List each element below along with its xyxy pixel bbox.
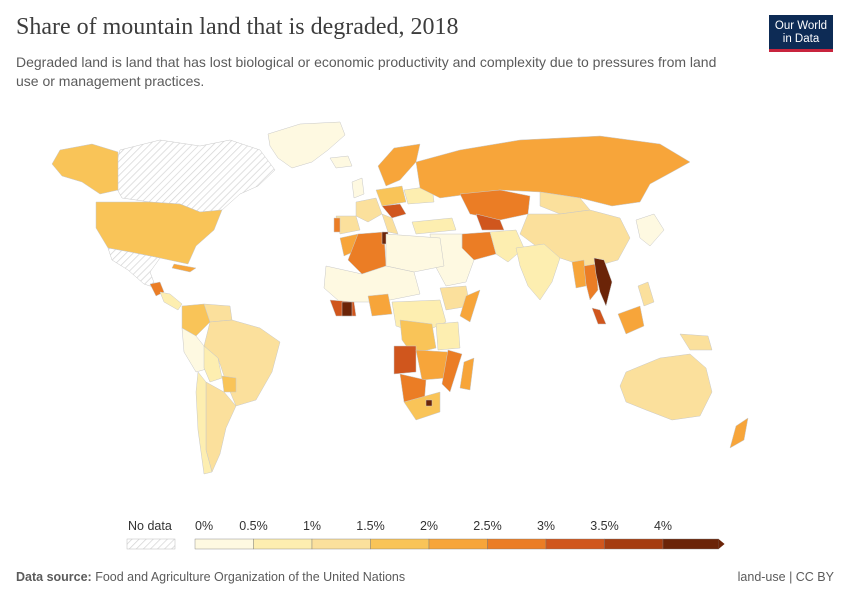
- license-text[interactable]: land-use | CC BY: [737, 570, 834, 584]
- legend-tick-label: 1.5%: [356, 519, 385, 533]
- world-map: [0, 110, 850, 510]
- greenland[interactable]: [267, 121, 346, 169]
- central-america[interactable]: [159, 291, 183, 311]
- legend-bin[interactable]: [604, 538, 664, 550]
- russia[interactable]: [415, 135, 691, 207]
- legend-bin[interactable]: [487, 538, 547, 550]
- france[interactable]: [355, 197, 383, 223]
- madagascar[interactable]: [459, 357, 475, 391]
- myanmar[interactable]: [571, 259, 587, 289]
- malaysia[interactable]: [591, 307, 607, 325]
- cuba[interactable]: [171, 263, 197, 273]
- legend-bin[interactable]: [370, 538, 430, 550]
- papua[interactable]: [679, 333, 713, 351]
- source-text[interactable]: Food and Agriculture Organization of the…: [95, 570, 406, 584]
- legend-no-data-swatch: [126, 538, 176, 550]
- chart-subtitle: Degraded land is land that has lost biol…: [16, 54, 717, 89]
- south-africa[interactable]: [403, 391, 441, 421]
- legend-tick-label: 0.5%: [239, 519, 268, 533]
- somalia[interactable]: [459, 289, 481, 323]
- legend-tick-label: 1%: [303, 519, 321, 533]
- legend-tick-label: 2.5%: [473, 519, 502, 533]
- legend-bin[interactable]: [662, 538, 719, 550]
- legend-bin[interactable]: [194, 538, 254, 550]
- owid-logo[interactable]: Our World in Data: [769, 15, 833, 52]
- central-asia-stans[interactable]: [475, 213, 505, 231]
- legend-tick-label: 0%: [195, 519, 213, 533]
- legend-bin[interactable]: [311, 538, 371, 550]
- australia[interactable]: [619, 353, 713, 421]
- china[interactable]: [519, 209, 631, 269]
- afghanistan-pakistan[interactable]: [489, 229, 525, 263]
- map-svg: [51, 121, 749, 475]
- legend-bin[interactable]: [253, 538, 313, 550]
- central-europe[interactable]: [375, 185, 407, 207]
- lesotho[interactable]: [425, 399, 433, 407]
- alaska[interactable]: [51, 143, 119, 195]
- legend-tick-label: 4%: [654, 519, 672, 533]
- legend-bin[interactable]: [428, 538, 488, 550]
- legend-svg: No data 0% 0.5% 1% 1.5% 2% 2.5% 3% 3.5% 4%: [126, 519, 725, 550]
- footer: Data source: Food and Agriculture Organi…: [16, 570, 834, 584]
- legend-bin[interactable]: [545, 538, 605, 550]
- thailand[interactable]: [583, 263, 599, 301]
- korea-japan[interactable]: [635, 213, 665, 247]
- logo-line-1: Our World: [774, 20, 828, 32]
- vietnam-laos[interactable]: [593, 257, 613, 307]
- legend-tick-label: 3.5%: [590, 519, 619, 533]
- chart-title: Share of mountain land that is degraded,…: [16, 14, 459, 40]
- legend-no-data-label: No data: [128, 519, 172, 533]
- uk[interactable]: [351, 177, 365, 199]
- canada[interactable]: [111, 139, 276, 213]
- borneo-indonesia[interactable]: [617, 305, 645, 335]
- ghana[interactable]: [341, 301, 353, 317]
- bolivia[interactable]: [203, 345, 223, 383]
- logo-line-2: in Data: [782, 33, 820, 45]
- libya-egypt[interactable]: [385, 233, 445, 273]
- angola[interactable]: [393, 345, 417, 375]
- new-zealand[interactable]: [729, 417, 749, 449]
- balkans[interactable]: [381, 203, 407, 219]
- sahel[interactable]: [323, 265, 421, 303]
- india[interactable]: [515, 243, 561, 301]
- legend-tick-label: 3%: [537, 519, 555, 533]
- nigeria[interactable]: [367, 293, 393, 317]
- colombia[interactable]: [181, 303, 211, 337]
- iceland[interactable]: [329, 155, 353, 169]
- map-legend: No data 0% 0.5% 1% 1.5% 2% 2.5% 3% 3.5% 4%: [0, 515, 850, 555]
- italy[interactable]: [381, 213, 399, 235]
- paraguay[interactable]: [221, 375, 237, 393]
- mozambique[interactable]: [441, 349, 463, 393]
- legend-arrow: [718, 539, 725, 549]
- turkey[interactable]: [411, 217, 457, 235]
- legend-tick-label: 2%: [420, 519, 438, 533]
- philippines[interactable]: [637, 281, 655, 307]
- east-africa[interactable]: [435, 321, 461, 351]
- zambia-zimbabwe[interactable]: [415, 349, 449, 381]
- chile[interactable]: [195, 371, 213, 475]
- scandinavia[interactable]: [377, 143, 421, 187]
- kazakhstan[interactable]: [459, 189, 531, 221]
- portugal[interactable]: [333, 217, 341, 233]
- source-label: Data source:: [16, 570, 92, 584]
